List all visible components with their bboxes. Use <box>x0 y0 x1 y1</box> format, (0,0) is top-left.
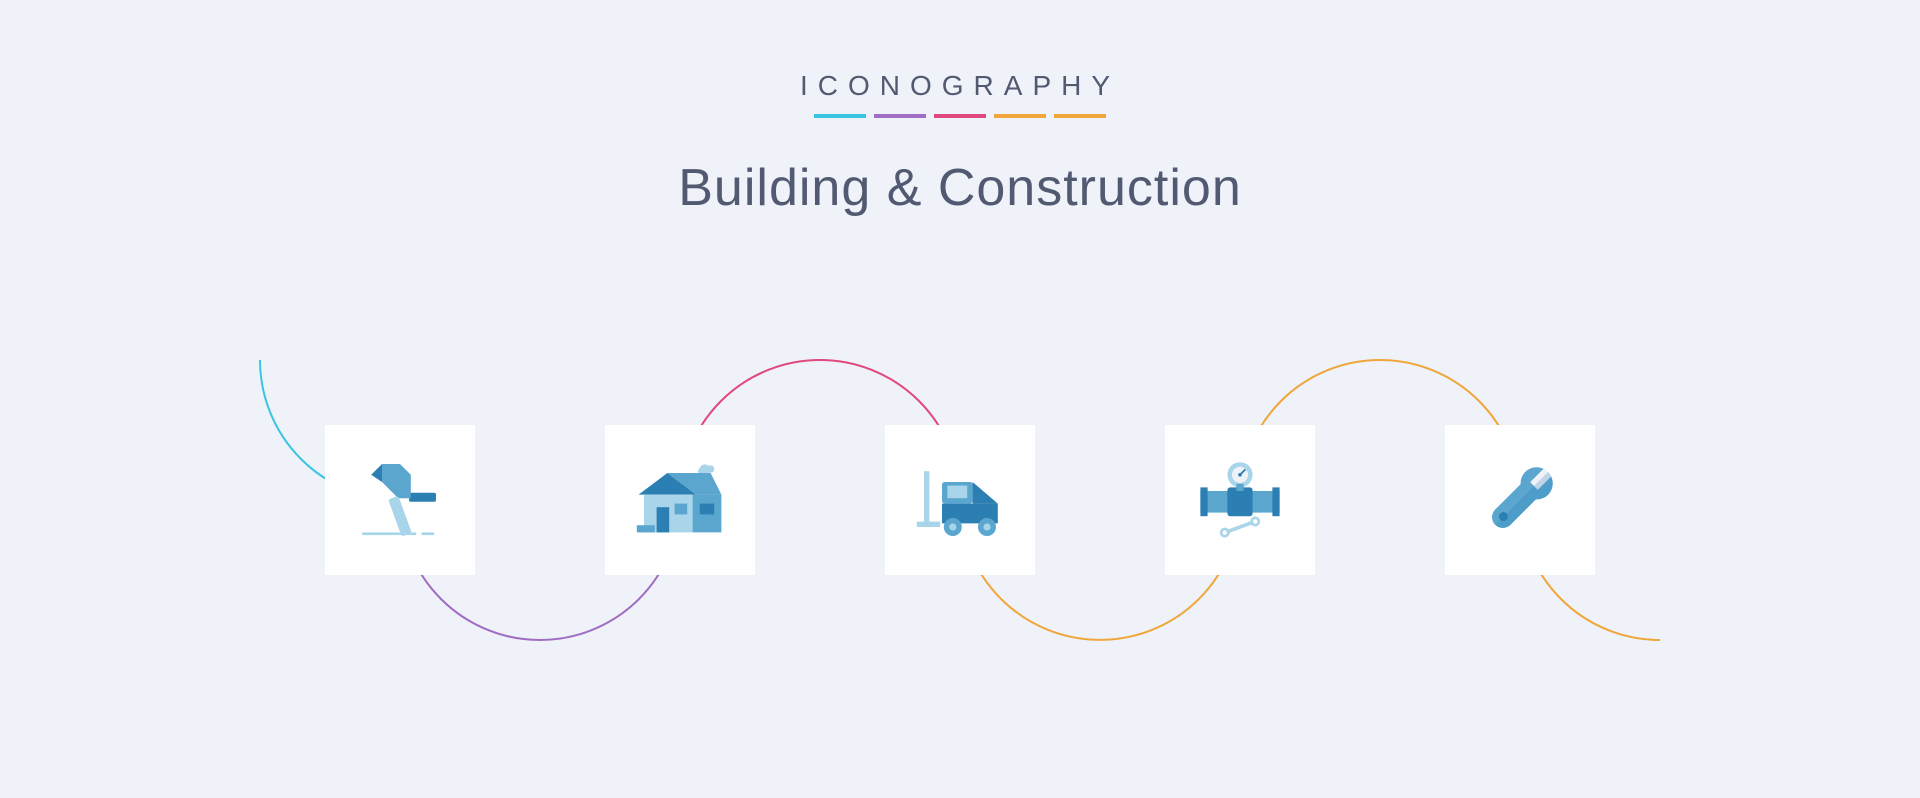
wave-area <box>0 290 1920 710</box>
icon-card <box>325 425 475 575</box>
forklift-icon <box>915 455 1005 545</box>
wrench-icon <box>1475 455 1565 545</box>
icon-card <box>1445 425 1595 575</box>
icon-card <box>885 425 1035 575</box>
stripe <box>994 114 1046 118</box>
stripe <box>874 114 926 118</box>
icon-card <box>605 425 755 575</box>
header: ICONOGRAPHY Building & Construction <box>0 70 1920 218</box>
stripe <box>814 114 866 118</box>
house-icon <box>635 455 725 545</box>
stripe <box>1054 114 1106 118</box>
hammer-icon <box>355 455 445 545</box>
brand-label: ICONOGRAPHY <box>0 70 1920 102</box>
page-title: Building & Construction <box>0 158 1920 218</box>
infographic-root: ICONOGRAPHY Building & Construction <box>0 0 1920 798</box>
pipe-gauge-icon <box>1195 455 1285 545</box>
stripe <box>934 114 986 118</box>
icon-card <box>1165 425 1315 575</box>
stripe-row <box>0 114 1920 118</box>
